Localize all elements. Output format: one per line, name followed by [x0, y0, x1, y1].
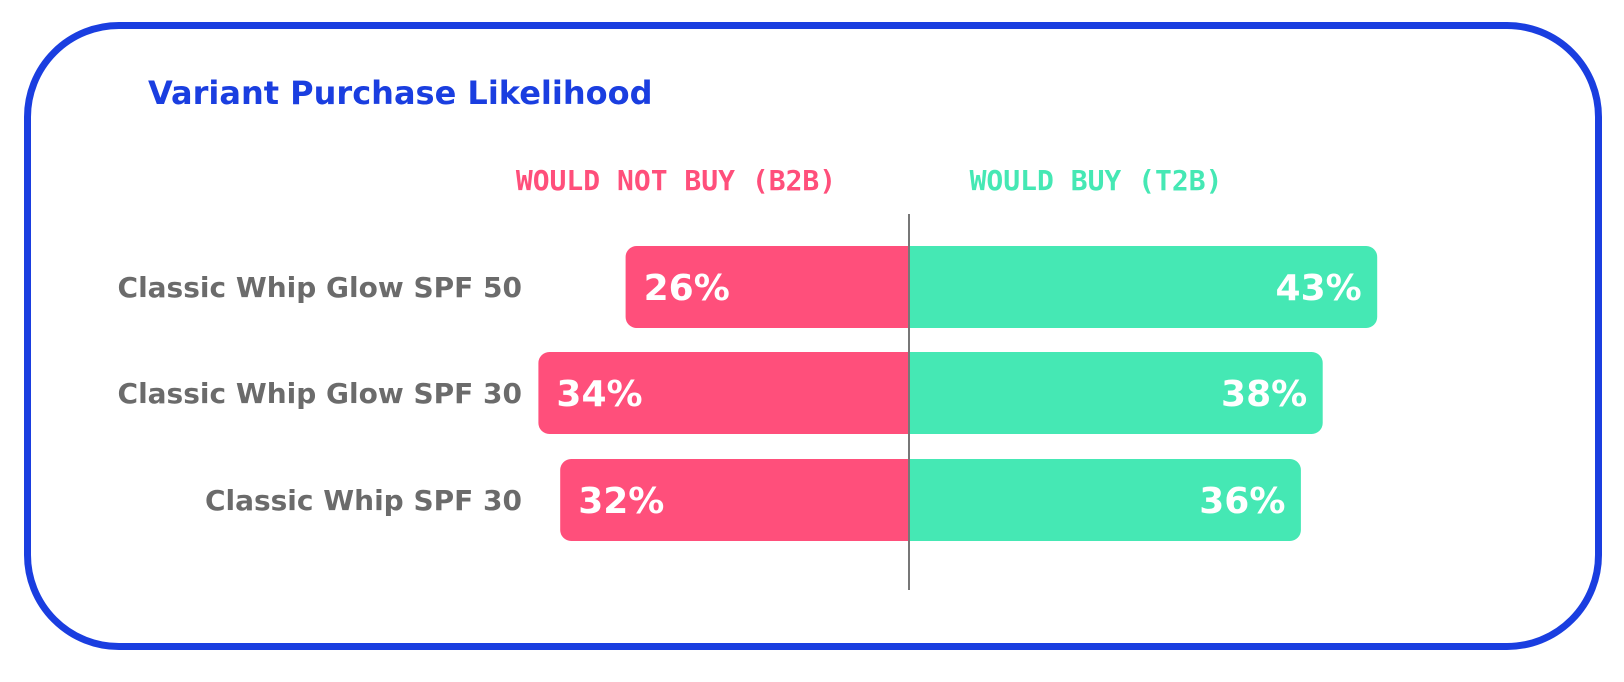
- value-label-would-not-buy: 34%: [556, 374, 642, 415]
- value-label-would-not-buy: 26%: [644, 268, 730, 309]
- value-label-would-buy: 36%: [1199, 481, 1285, 522]
- bar-would-not-buy: [560, 459, 920, 541]
- bar-would-not-buy: [538, 352, 920, 434]
- value-label-would-buy: 38%: [1221, 374, 1307, 415]
- value-label-would-not-buy: 32%: [578, 481, 664, 522]
- bar-would-buy-inner-edge: [908, 459, 922, 541]
- category-label: Classic Whip SPF 30: [205, 484, 522, 517]
- chart-title: Variant Purchase Likelihood: [148, 74, 653, 112]
- legend-would-not-buy: WOULD NOT BUY (B2B): [516, 164, 836, 197]
- bar-would-buy-inner-edge: [908, 246, 922, 328]
- bar-would-buy: [908, 246, 1378, 328]
- legend-would-buy: WOULD BUY (T2B): [970, 164, 1223, 197]
- chart-card: [24, 22, 1602, 650]
- bar-would-not-buy: [625, 246, 920, 328]
- bar-would-buy: [908, 352, 1323, 434]
- category-label: Classic Whip Glow SPF 50: [118, 271, 522, 304]
- category-label: Classic Whip Glow SPF 30: [118, 377, 522, 410]
- value-label-would-buy: 43%: [1276, 268, 1362, 309]
- bar-would-buy-inner-edge: [908, 352, 922, 434]
- bar-would-buy: [908, 459, 1301, 541]
